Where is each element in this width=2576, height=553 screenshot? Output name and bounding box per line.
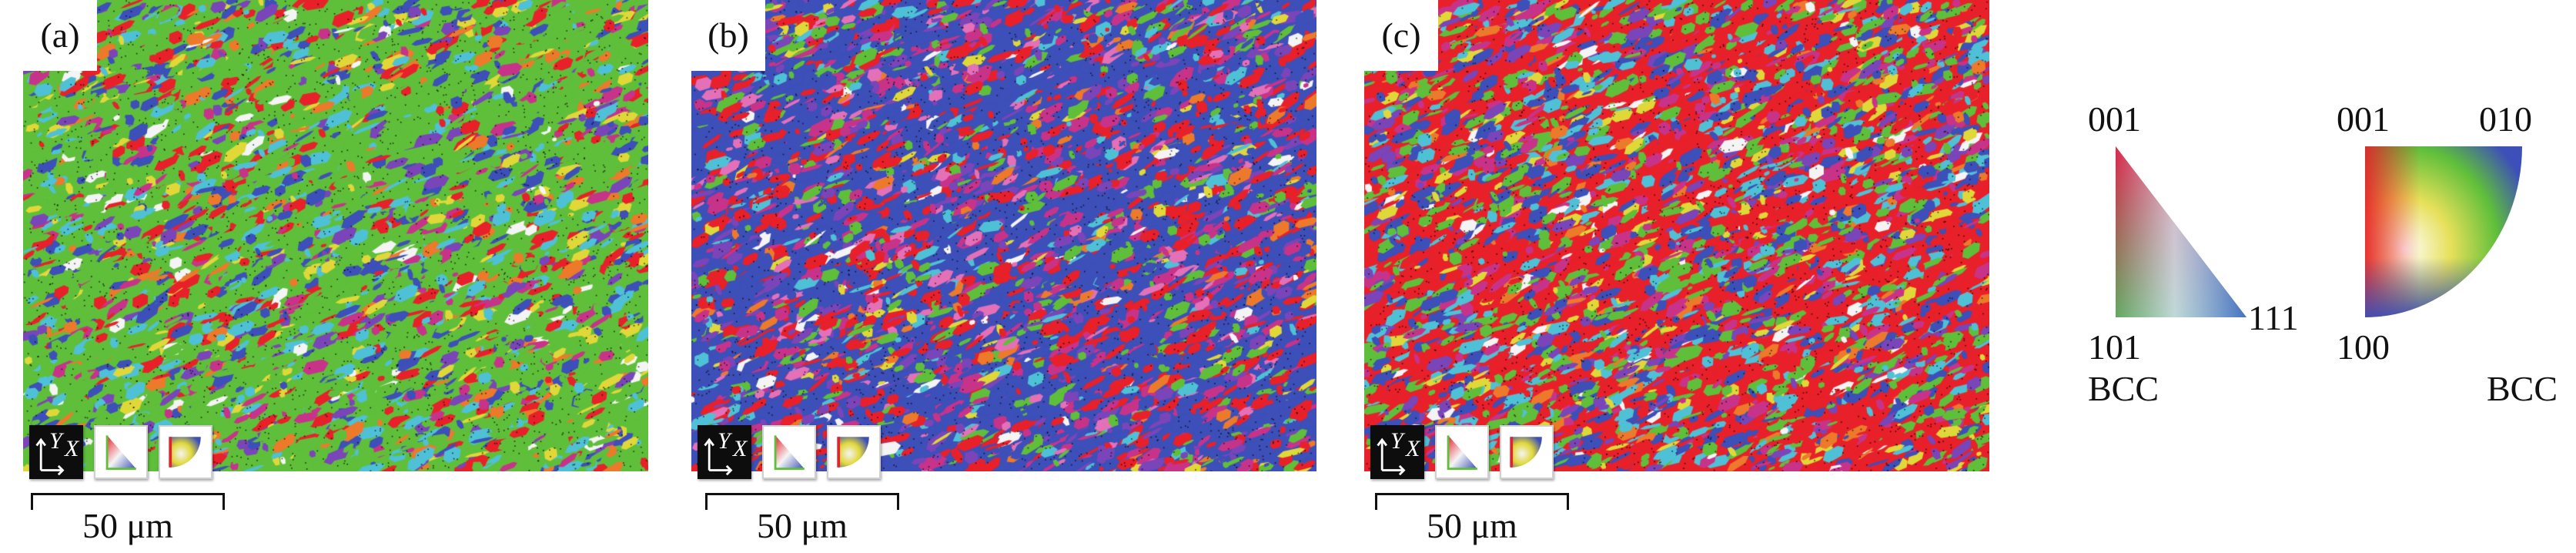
ebsd-panel-c: (c) Y X 50 μm — [1364, 0, 1989, 553]
quarter-circle-key-icon — [159, 425, 212, 479]
axes-icon: Y X — [1370, 425, 1424, 479]
panel-label: (c) — [1364, 0, 1438, 71]
quarter-structure-label: BCC — [2487, 369, 2558, 408]
ebsd-map-c — [1364, 0, 1989, 471]
quarter-label-001: 001 — [2337, 99, 2390, 139]
scale-bar — [705, 493, 899, 510]
map-icons: Y X — [1370, 425, 1554, 479]
triangle-structure-label: BCC — [2088, 369, 2159, 408]
quarter-circle-key-icon — [827, 425, 881, 479]
quarter-circle-key — [2365, 146, 2522, 317]
scale-bar-label: 50 μm — [82, 506, 173, 545]
quarter-label-010: 010 — [2479, 99, 2532, 139]
panel-label: (a) — [23, 0, 97, 71]
ebsd-panel-a: (a) Y X 50 μm — [23, 0, 648, 553]
quarter-label-100: 100 — [2337, 327, 2390, 367]
triangle-key-icon — [94, 425, 148, 479]
triangle-key — [2116, 146, 2246, 317]
map-icons: Y X — [698, 425, 881, 479]
triangle-key-icon — [1435, 425, 1489, 479]
scale-bar — [31, 493, 225, 510]
scale-bar — [1375, 493, 1569, 510]
triangle-key-icon — [762, 425, 816, 479]
quarter-circle-key-icon — [1500, 425, 1554, 479]
triangle-label-111: 111 — [2248, 298, 2299, 337]
ebsd-map-a — [23, 0, 648, 471]
map-icons: Y X — [29, 425, 212, 479]
triangle-label-101: 101 — [2088, 327, 2141, 367]
scale-bar-label: 50 μm — [1427, 506, 1517, 545]
ebsd-panel-b: (b) Y X 50 μm — [691, 0, 1316, 553]
ipf-keys-graphic — [2116, 146, 2522, 317]
scale-bar-label: 50 μm — [757, 506, 848, 545]
panel-label: (b) — [691, 0, 765, 71]
axes-icon: Y X — [29, 425, 83, 479]
ipf-color-key-legend: 001 101 111 BCC 001 010 100 BCC — [2071, 85, 2576, 424]
ebsd-map-b — [691, 0, 1316, 471]
triangle-label-001: 001 — [2088, 99, 2141, 139]
axes-icon: Y X — [698, 425, 751, 479]
